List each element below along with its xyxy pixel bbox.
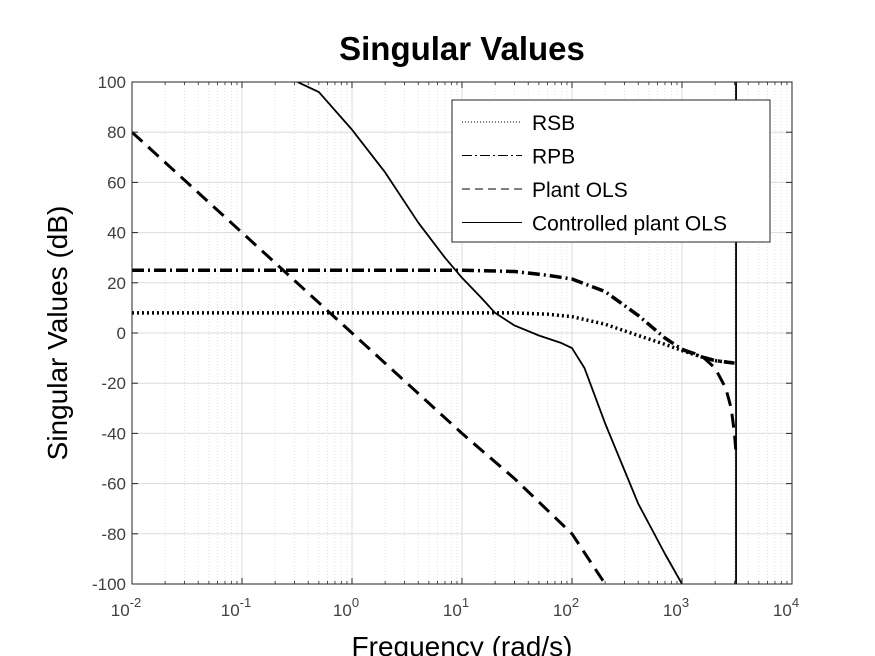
- y-tick-label: -100: [92, 575, 126, 594]
- y-tick-label: 100: [98, 73, 126, 92]
- x-tick-label: 100: [333, 595, 359, 620]
- y-tick-label: -60: [101, 475, 126, 494]
- y-tick-label: 0: [117, 324, 126, 343]
- x-axis-label: Frequency (rad/s): [352, 631, 573, 656]
- x-tick-label: 102: [553, 595, 579, 620]
- legend-label-rpb: RPB: [532, 146, 575, 169]
- chart-title: Singular Values: [339, 30, 585, 67]
- y-tick-label: 20: [107, 274, 126, 293]
- legend-box: [451, 99, 771, 243]
- x-tick-label: 10-2: [111, 595, 141, 620]
- series-line-controlled-plant-ols: [297, 82, 683, 584]
- series-line-plant-ols: [132, 131, 607, 584]
- series-line-rsb: [132, 311, 735, 365]
- x-tick-label: 103: [663, 595, 689, 620]
- y-tick-label: 60: [107, 173, 126, 192]
- x-tick-label: 101: [443, 595, 469, 620]
- y-tick-label: -80: [101, 525, 126, 544]
- legend-label-plant-ols: Plant OLS: [532, 179, 628, 202]
- y-tick-label: 80: [107, 123, 126, 142]
- legend-label-rsb: RSB: [532, 112, 575, 135]
- x-tick-labels: 10-2 10-1 100 101 102 103 104: [111, 595, 799, 620]
- x-tick-label: 104: [773, 595, 799, 620]
- series-line-rpb: [132, 268, 735, 365]
- y-tick-label: -40: [101, 424, 126, 443]
- tick-marks: [131, 81, 793, 585]
- legend: RSB RPB Plant OLS Controlled plant OLS: [451, 99, 771, 243]
- y-tick-label: -20: [101, 374, 126, 393]
- y-axis-label: Singular Values (dB): [42, 206, 73, 461]
- y-tick-labels: 100 80 60 40 20 0 -20 -40 -60 -80 -100: [92, 73, 126, 594]
- x-tick-label: 10-1: [221, 595, 251, 620]
- y-tick-label: 40: [107, 224, 126, 243]
- legend-label-controlled-plant-ols: Controlled plant OLS: [532, 213, 727, 236]
